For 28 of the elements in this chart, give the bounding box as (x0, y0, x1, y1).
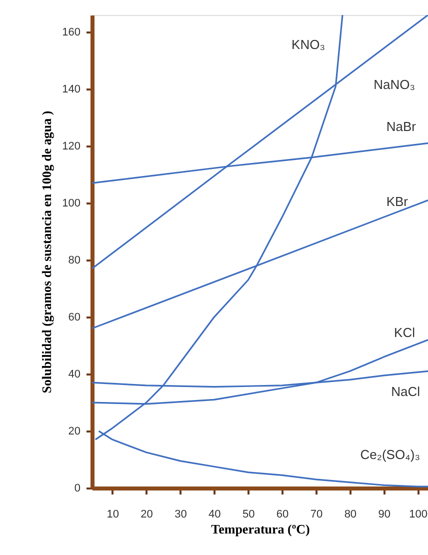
y-tick-label: 120 (62, 140, 80, 153)
x-tick-label: 90 (378, 508, 391, 520)
y-axis-title: Solubilidad (gramos de sustancia en 100g de agua ) (39, 110, 54, 394)
y-tick-label: 140 (62, 84, 80, 96)
series-label: NaNO₃ (374, 77, 415, 92)
y-tick-label: 160 (62, 26, 80, 39)
series-label: Ce₂(SO₄)₃ (360, 447, 420, 462)
series-label: NaCl (391, 384, 420, 399)
y-tick-label: 60 (68, 312, 80, 324)
series-label: KCl (394, 325, 416, 340)
x-tick-label: 10 (106, 508, 119, 520)
x-tick-label: 70 (310, 508, 323, 520)
y-tick-label: 40 (68, 368, 80, 381)
series-label: KNO₃ (292, 37, 325, 52)
y-tick-label: 100 (62, 198, 80, 210)
y-tick-label: 0 (74, 482, 80, 494)
x-tick-label: 100 (409, 508, 428, 520)
x-tick-label: 50 (242, 508, 255, 520)
x-axis-title: Temperatura (ºC) (211, 522, 310, 536)
x-tick-label: 40 (208, 508, 221, 520)
y-tick-label: 80 (68, 254, 80, 267)
y-tick-label: 20 (68, 426, 80, 438)
x-tick-label: 60 (276, 508, 289, 520)
x-tick-label: 80 (344, 508, 357, 520)
x-tick-label: 30 (174, 508, 187, 520)
x-tick-label: 20 (140, 508, 153, 520)
series-label: KBr (386, 194, 409, 209)
series-label: NaBr (386, 119, 417, 134)
